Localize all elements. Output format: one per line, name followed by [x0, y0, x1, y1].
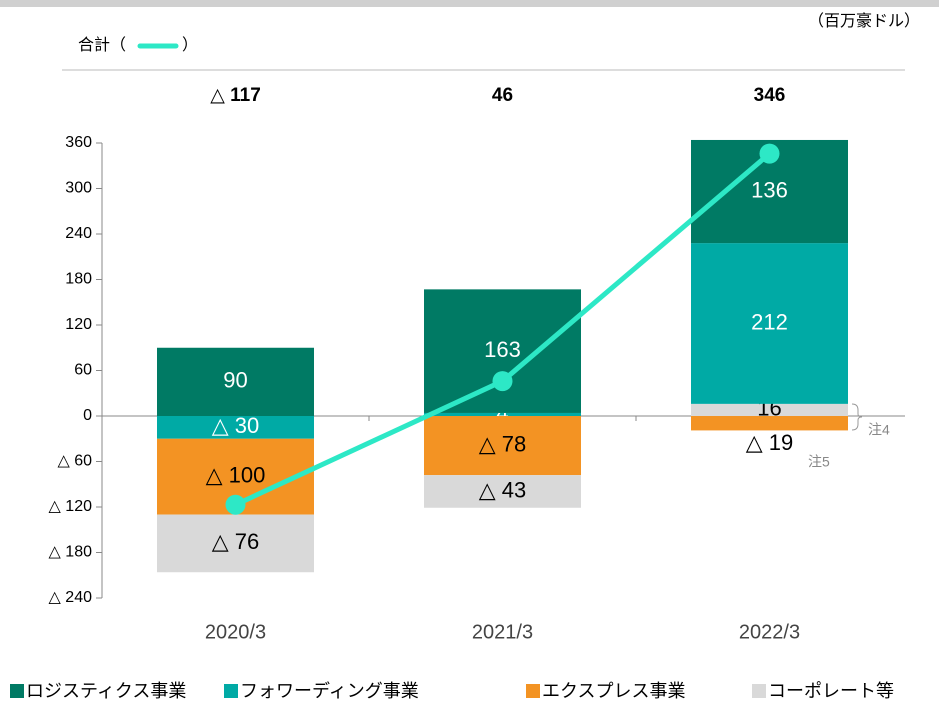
- data-label: 90: [223, 368, 247, 393]
- bar-segment: [157, 347, 314, 416]
- legend-label: フォワーディング事業: [240, 681, 419, 701]
- total-label: 346: [754, 85, 786, 106]
- legend-swatch: [224, 684, 238, 698]
- legend-swatch: [526, 684, 540, 698]
- data-label: △ 30: [212, 413, 260, 438]
- legend-label: ロジスティクス事業: [26, 681, 186, 701]
- data-label: △ 100: [206, 462, 266, 487]
- x-tick-label: 2022/3: [739, 621, 800, 643]
- bar-segment: [157, 416, 314, 439]
- total-legend-open: 合計（: [78, 36, 126, 54]
- bar-segment: [157, 514, 314, 573]
- bar-segment: [424, 475, 581, 508]
- top-bar: [0, 0, 939, 7]
- bar-segment: [691, 243, 848, 404]
- y-tick-label: 240: [65, 225, 92, 242]
- bar-segment: [424, 289, 581, 413]
- total-legend-close: ）: [182, 36, 198, 54]
- data-label: △ 43: [479, 477, 527, 502]
- total-marker: [492, 371, 513, 392]
- total-label: △ 117: [210, 85, 261, 106]
- annotation: 注4: [868, 422, 890, 438]
- data-label: 212: [751, 309, 788, 334]
- y-tick-label: 120: [65, 316, 92, 333]
- y-tick-label: △ 120: [49, 498, 93, 515]
- x-tick-label: 2020/3: [205, 621, 266, 643]
- y-tick-label: 300: [65, 180, 92, 197]
- y-tick-label: 0: [83, 407, 92, 424]
- total-marker: [225, 494, 246, 515]
- legend-label: エクスプレス事業: [542, 681, 685, 701]
- total-marker: [759, 143, 780, 164]
- bar-segment: [424, 412, 581, 416]
- y-tick-label: △ 180: [49, 544, 93, 561]
- data-label: △ 19: [746, 430, 794, 455]
- data-label: 136: [751, 177, 788, 202]
- y-tick-label: 360: [65, 134, 92, 151]
- y-tick-label: △ 60: [57, 453, 92, 470]
- brace: [851, 403, 863, 431]
- total-label: 46: [492, 85, 513, 106]
- bar-segment: [691, 416, 848, 431]
- bar-segment: [691, 403, 848, 416]
- x-tick-label: 2021/3: [472, 621, 533, 643]
- y-tick-label: 60: [74, 362, 92, 379]
- annotation: 注5: [808, 454, 830, 470]
- unit-label: （百万豪ドル）: [808, 11, 920, 30]
- bar-segment: [424, 416, 581, 476]
- y-tick-label: 180: [65, 271, 92, 288]
- data-label: 163: [484, 337, 521, 362]
- legend-swatch: [10, 684, 24, 698]
- y-tick-label: △ 240: [49, 589, 93, 606]
- legend-label: コーポレート等: [768, 681, 894, 701]
- legend-swatch: [752, 684, 766, 698]
- data-label: △ 76: [212, 529, 260, 554]
- data-label: △ 78: [479, 431, 527, 456]
